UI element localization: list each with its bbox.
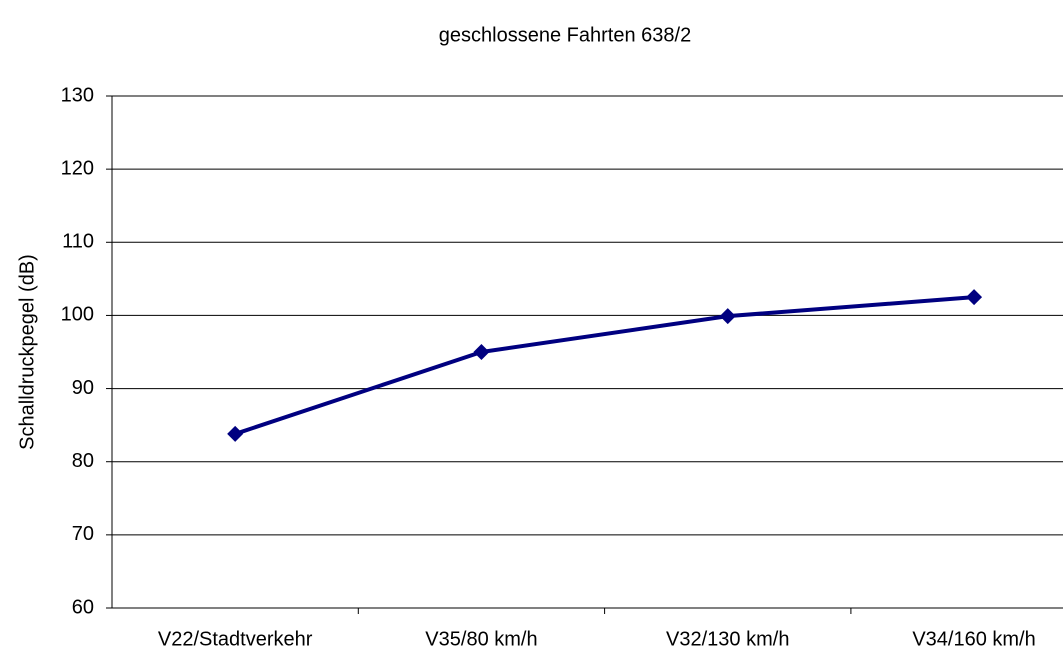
line	[234, 295, 975, 436]
marker	[719, 308, 736, 325]
y-axis-label: Schalldruckpegel (dB)	[16, 254, 38, 450]
y-tick-label: 130	[61, 84, 94, 106]
x-tick-label: V22/Stadtverkehr	[158, 628, 313, 650]
chart-title: geschlossene Fahrten 638/2	[439, 24, 691, 46]
marker	[227, 425, 244, 442]
x-tick-label: V35/80 km/h	[425, 628, 537, 650]
marker	[966, 289, 983, 306]
y-tick-label: 90	[72, 377, 94, 399]
y-tick-label: 70	[72, 523, 94, 545]
y-tick-label: 110	[62, 231, 94, 253]
x-tick-label: V32/130 km/h	[666, 628, 789, 650]
y-tick-label: 60	[72, 596, 94, 618]
y-tick-label: 100	[61, 304, 94, 326]
y-tick-label: 80	[72, 450, 94, 472]
x-tick-label: V34/160 km/h	[912, 628, 1035, 650]
marker	[473, 344, 490, 360]
y-tick-label: 120	[61, 157, 94, 179]
